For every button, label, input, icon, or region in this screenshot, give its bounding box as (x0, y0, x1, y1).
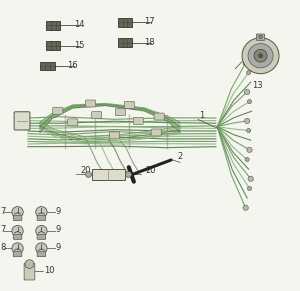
FancyBboxPatch shape (118, 18, 132, 27)
Circle shape (254, 49, 267, 62)
Circle shape (248, 176, 254, 181)
FancyBboxPatch shape (14, 112, 30, 130)
Circle shape (36, 207, 47, 218)
Circle shape (259, 35, 262, 39)
Text: 16: 16 (67, 61, 77, 70)
FancyBboxPatch shape (40, 61, 55, 70)
FancyBboxPatch shape (37, 252, 46, 257)
FancyBboxPatch shape (68, 119, 78, 126)
FancyBboxPatch shape (37, 234, 46, 239)
Circle shape (125, 172, 131, 177)
FancyBboxPatch shape (46, 21, 61, 30)
Circle shape (247, 71, 251, 75)
Text: 9: 9 (56, 207, 61, 216)
Circle shape (36, 243, 47, 254)
FancyBboxPatch shape (13, 234, 22, 239)
Circle shape (248, 100, 252, 104)
FancyBboxPatch shape (37, 216, 46, 221)
Circle shape (85, 172, 91, 177)
FancyBboxPatch shape (53, 107, 63, 114)
Circle shape (247, 147, 252, 152)
Text: 20: 20 (80, 166, 91, 175)
Circle shape (12, 243, 23, 254)
FancyBboxPatch shape (115, 109, 125, 116)
Circle shape (36, 226, 47, 237)
Text: 20: 20 (146, 166, 156, 175)
Text: 18: 18 (144, 38, 155, 47)
Circle shape (243, 60, 248, 65)
Text: 14: 14 (74, 20, 85, 29)
Circle shape (245, 157, 249, 162)
FancyBboxPatch shape (256, 34, 265, 40)
Circle shape (247, 129, 251, 133)
FancyBboxPatch shape (13, 216, 22, 221)
FancyBboxPatch shape (151, 129, 161, 136)
Circle shape (243, 205, 248, 210)
FancyBboxPatch shape (110, 132, 119, 139)
Text: 9: 9 (56, 243, 61, 252)
Text: 17: 17 (144, 17, 155, 26)
Text: 8: 8 (1, 243, 6, 252)
FancyBboxPatch shape (46, 41, 61, 50)
Text: 9: 9 (56, 226, 61, 234)
FancyBboxPatch shape (118, 38, 132, 47)
Circle shape (248, 187, 252, 191)
Circle shape (248, 44, 273, 68)
FancyBboxPatch shape (85, 100, 96, 107)
FancyBboxPatch shape (133, 117, 143, 124)
Circle shape (242, 38, 279, 74)
Circle shape (12, 207, 23, 218)
Text: 13: 13 (252, 81, 262, 90)
Text: 1: 1 (200, 111, 205, 120)
Circle shape (244, 118, 250, 123)
Circle shape (25, 260, 34, 268)
Circle shape (12, 226, 23, 237)
Text: 15: 15 (74, 41, 85, 49)
Text: 7: 7 (1, 226, 6, 234)
FancyBboxPatch shape (124, 102, 134, 109)
Text: 2: 2 (177, 152, 182, 161)
FancyBboxPatch shape (92, 112, 102, 118)
Text: 7: 7 (1, 207, 6, 216)
FancyBboxPatch shape (13, 252, 22, 257)
FancyBboxPatch shape (92, 169, 125, 180)
Circle shape (259, 54, 262, 58)
Circle shape (244, 89, 250, 95)
Text: 10: 10 (44, 266, 54, 275)
FancyBboxPatch shape (154, 113, 164, 120)
FancyBboxPatch shape (24, 263, 35, 280)
